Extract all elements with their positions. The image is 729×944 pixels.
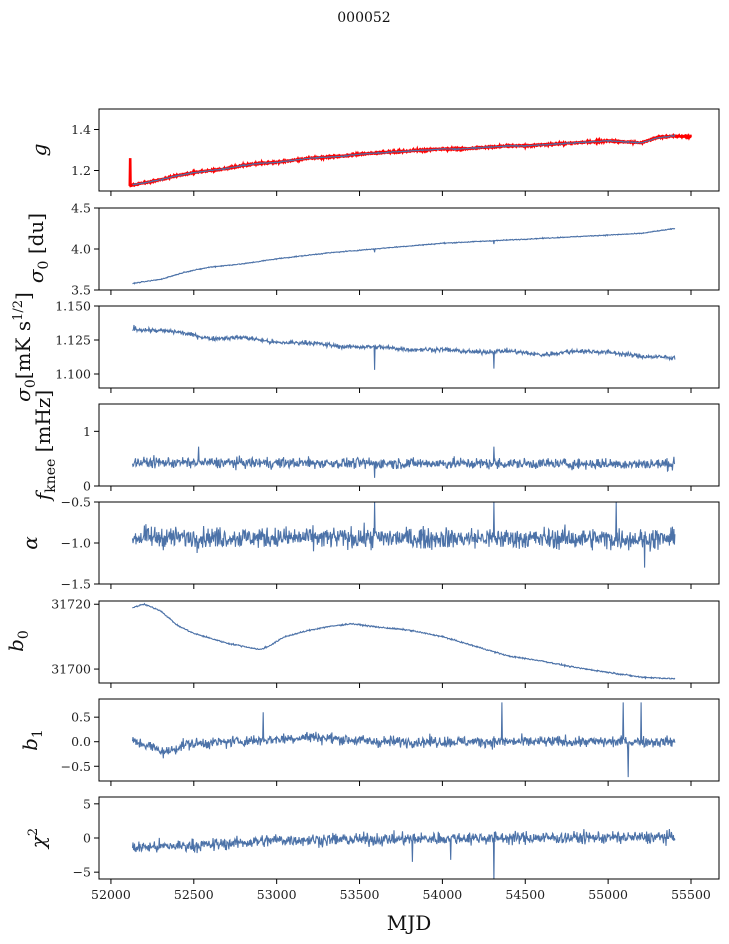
y-tick-label: 1.2 bbox=[71, 163, 91, 178]
y-axis-label-sigma0-mK: σ0[mK s1/2] bbox=[11, 292, 39, 402]
y-tick-label: 4.0 bbox=[71, 242, 91, 257]
ylabel-base: σ bbox=[11, 387, 35, 402]
y-axis-label-b1: b1 bbox=[18, 729, 46, 751]
ylabel-base: χ bbox=[26, 834, 50, 850]
panel-g: 1.2 1.4 g bbox=[27, 108, 720, 196]
y-axis-label-sigma0-du: σ0 [du] bbox=[24, 213, 52, 283]
y-tick-label: 1.125 bbox=[55, 332, 91, 347]
y-axis-label-fknee: fknee [mHz] bbox=[31, 390, 59, 502]
ylabel-tail: [du] bbox=[24, 213, 48, 261]
axes-frame bbox=[98, 403, 720, 487]
series-line-chi2 bbox=[131, 828, 676, 879]
axes-frame bbox=[98, 207, 720, 291]
x-tick-label: 53000 bbox=[257, 887, 297, 902]
ylabel-base: α bbox=[18, 536, 42, 550]
x-tick-label: 52500 bbox=[174, 887, 214, 902]
y-tick-label: 0 bbox=[83, 831, 91, 846]
x-tick-label: 53500 bbox=[340, 887, 380, 902]
chart-title: 000052 bbox=[337, 10, 390, 26]
panel-alpha: −1.5 −1.0 −0.5 α bbox=[18, 495, 720, 592]
ylabel-sub: 0 bbox=[16, 630, 32, 639]
panel-b0: 31700 31720 b0 bbox=[4, 597, 720, 688]
y-tick-label: 1 bbox=[83, 424, 91, 439]
x-tick-label: 54500 bbox=[505, 887, 545, 902]
y-tick-label: 1.150 bbox=[55, 299, 91, 314]
ylabel-sup: 1/2 bbox=[11, 300, 26, 321]
y-tick-label: 31700 bbox=[51, 662, 91, 677]
y-tick-label: 4.5 bbox=[71, 201, 91, 216]
y-axis-label-g: g bbox=[27, 144, 51, 157]
y-tick-label: −1.0 bbox=[61, 536, 91, 551]
series-line-alpha bbox=[131, 502, 676, 568]
axes-frame bbox=[98, 600, 720, 684]
axes-frame bbox=[98, 305, 720, 389]
series-line-sigma0-mK bbox=[132, 324, 676, 370]
panel-fknee: 0 1 fknee [mHz] bbox=[31, 390, 720, 502]
ylabel-tail: [mHz] bbox=[31, 390, 55, 459]
ylabel-sub: 0 bbox=[23, 379, 39, 388]
ylabel-base: g bbox=[27, 144, 51, 157]
y-tick-label: 1.100 bbox=[55, 366, 91, 381]
ylabel-base: b bbox=[4, 639, 28, 652]
x-tick-label: 55000 bbox=[588, 887, 628, 902]
y-tick-label: 1.4 bbox=[71, 122, 91, 137]
axes-frame bbox=[98, 698, 720, 782]
y-tick-label: 31720 bbox=[51, 597, 91, 612]
y-tick-label: 0 bbox=[83, 479, 91, 494]
y-axis-label-chi2: χ2 bbox=[26, 828, 50, 850]
series-line-sigma0-du bbox=[132, 227, 676, 285]
ylabel-tail2: ] bbox=[11, 292, 35, 300]
y-axis-label-b0: b0 bbox=[4, 630, 32, 652]
axes-frame bbox=[98, 108, 720, 192]
y-tick-label: 3.5 bbox=[71, 283, 91, 298]
ylabel-base: σ bbox=[24, 268, 48, 283]
ylabel-sub: knee bbox=[43, 459, 59, 493]
x-tick-label: 52000 bbox=[91, 887, 131, 902]
y-axis-label-alpha: α bbox=[18, 536, 42, 550]
ylabel-sub: 1 bbox=[30, 729, 46, 738]
ylabel-sub: 0 bbox=[36, 261, 52, 270]
series-line-g bbox=[132, 133, 676, 186]
y-tick-label: −0.5 bbox=[61, 495, 91, 510]
ylabel-base: b bbox=[18, 738, 42, 751]
y-tick-label: −1.5 bbox=[61, 577, 91, 592]
y-tick-label: 0.0 bbox=[71, 734, 91, 749]
y-tick-label: −5 bbox=[73, 865, 91, 880]
panel-chi2: −5 0 5 52000 52500 53000 53500 54000 54500 55000 5… bbox=[26, 796, 720, 902]
ylabel-tail: [mK s bbox=[11, 321, 35, 379]
x-tick-label: 54000 bbox=[423, 887, 463, 902]
x-axis-label: MJD bbox=[387, 911, 432, 935]
y-tick-label: 5 bbox=[83, 796, 91, 811]
ylabel-sup: 2 bbox=[26, 828, 41, 836]
series-line-b1 bbox=[131, 702, 676, 778]
panel-sigma0-mK: 1.100 1.125 1.150 σ0[mK s1/2] bbox=[11, 292, 720, 402]
series-line-b0 bbox=[132, 602, 676, 680]
y-tick-label: −0.5 bbox=[61, 759, 91, 774]
panel-b1: −0.5 0.0 0.5 b1 bbox=[18, 698, 720, 786]
y-tick-label: 0.5 bbox=[71, 710, 91, 725]
x-tick-label: 55500 bbox=[671, 887, 711, 902]
series-line-fit bbox=[128, 133, 693, 188]
series-line-fknee bbox=[131, 446, 676, 478]
panel-sigma0-du: 3.5 4.0 4.5 σ0 [du] bbox=[24, 201, 720, 298]
